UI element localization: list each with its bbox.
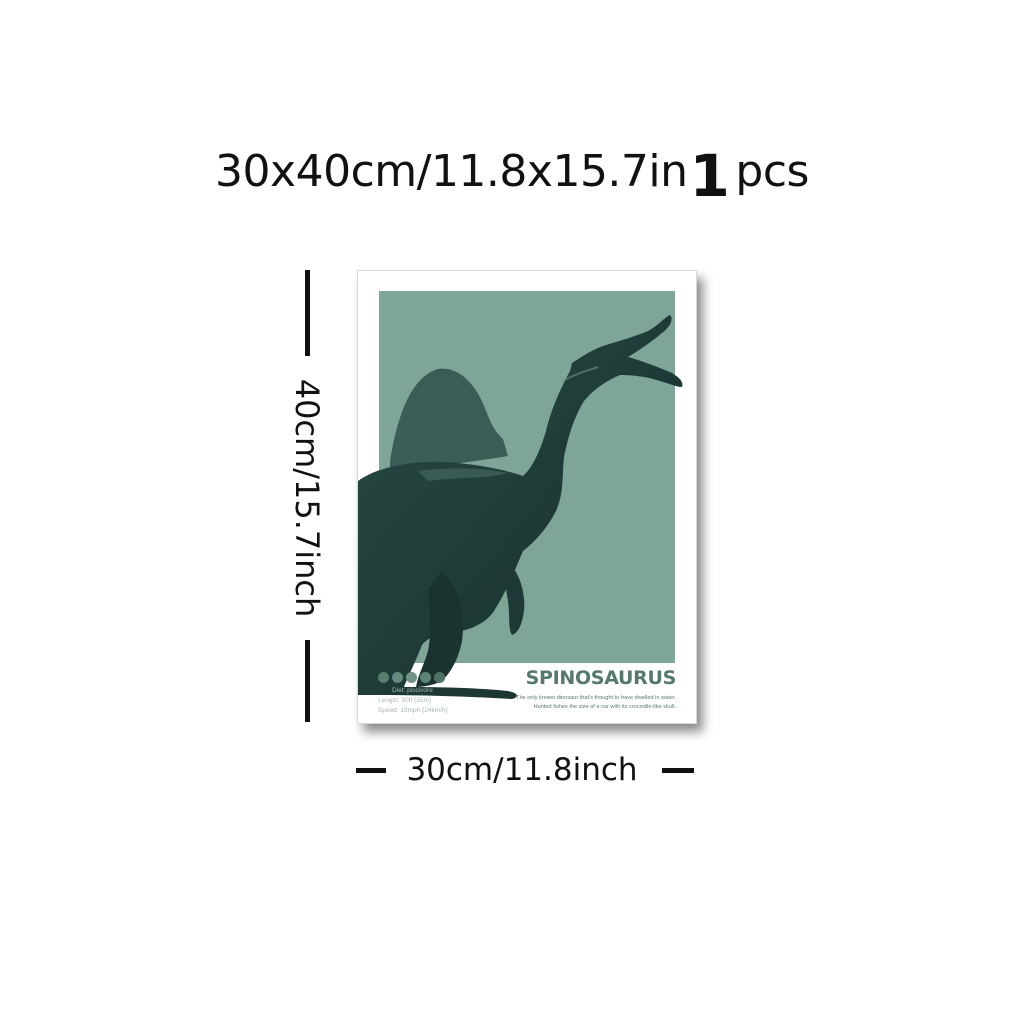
height-dimension-line-top (305, 270, 310, 356)
product-size-title: 30x40cm/11.8x15.7in1 pcs (0, 132, 1024, 210)
indicator-dot (406, 672, 417, 683)
width-dimension-line-left (356, 768, 386, 773)
indicator-dot (392, 672, 403, 683)
stat-speed: Speed: 15mph (24km/h) (378, 707, 448, 714)
spinosaurus-illustration (358, 315, 683, 699)
stat-length: Length: 50ft (15m) (378, 697, 432, 704)
indicator-dot (420, 672, 431, 683)
height-dimension-label: 40cm/15.7inch (288, 378, 326, 618)
size-text: 30x40cm/11.8x15.7in (215, 146, 688, 197)
stat-diet: Diet: piscivore (392, 687, 433, 694)
width-dimension-line-right (662, 768, 694, 773)
indicator-dot (434, 672, 445, 683)
dinosaur-stats: Diet: piscivore Length: 50ft (15m) Speed… (378, 686, 448, 716)
poster-preview: Diet: piscivore Length: 50ft (15m) Speed… (357, 270, 697, 724)
height-dimension-line-bottom (305, 640, 310, 722)
dinosaur-description: The only known dinosaur that's thought t… (476, 694, 676, 712)
quantity-number: 1 (689, 142, 730, 210)
indicator-dot (378, 672, 389, 683)
quantity-unit: pcs (735, 146, 809, 197)
description-line: The only known dinosaur that's thought t… (516, 695, 676, 701)
dinosaur-name: SPINOSAURUS (525, 667, 677, 689)
description-line: Hunted fishes the size of a car with its… (533, 704, 676, 710)
diet-indicator-dots (378, 672, 445, 683)
width-dimension-label: 30cm/11.8inch (406, 752, 638, 788)
